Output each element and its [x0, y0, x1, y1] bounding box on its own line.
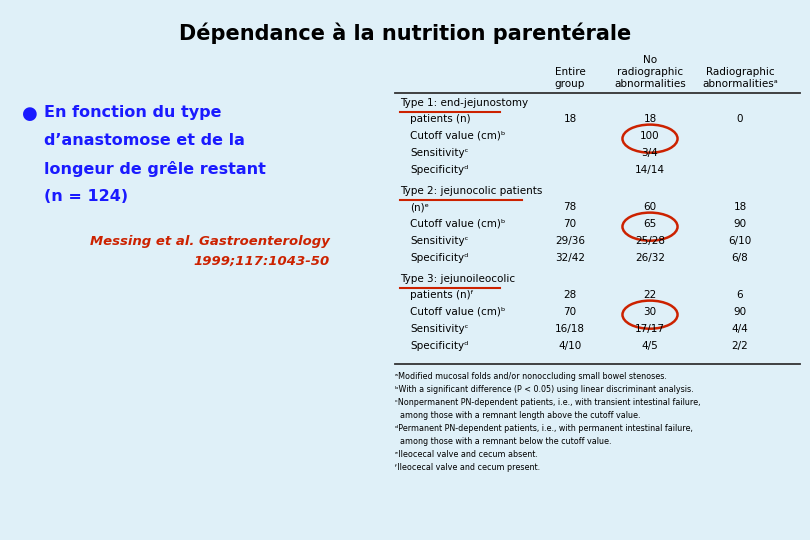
Text: 18: 18 [733, 202, 747, 212]
Text: (n)ᵉ: (n)ᵉ [410, 202, 429, 212]
Text: Type 2: jejunocolic patients: Type 2: jejunocolic patients [400, 186, 543, 196]
Text: 1999;117:1043-50: 1999;117:1043-50 [194, 255, 330, 268]
Text: 17/17: 17/17 [635, 324, 665, 334]
Text: patients (n): patients (n) [410, 114, 471, 124]
Text: 6/10: 6/10 [728, 236, 752, 246]
Text: 14/14: 14/14 [635, 165, 665, 175]
Text: Sensitivityᶜ: Sensitivityᶜ [410, 148, 468, 158]
Text: Entire
group: Entire group [555, 67, 586, 89]
Text: among those with a remnant length above the cutoff value.: among those with a remnant length above … [395, 411, 641, 420]
Text: ᵃModified mucosal folds and/or nonoccluding small bowel stenoses.: ᵃModified mucosal folds and/or nonocclud… [395, 372, 667, 381]
Text: ᶠIleocecal valve and cecum present.: ᶠIleocecal valve and cecum present. [395, 463, 540, 472]
Text: 60: 60 [643, 202, 657, 212]
Text: longeur de grêle restant: longeur de grêle restant [44, 161, 266, 177]
Text: 28: 28 [564, 290, 577, 300]
Text: 18: 18 [564, 114, 577, 124]
Text: 30: 30 [643, 307, 657, 317]
Text: ᵇWith a significant difference (P < 0.05) using linear discriminant analysis.: ᵇWith a significant difference (P < 0.05… [395, 385, 693, 394]
Text: patients (n)ᶠ: patients (n)ᶠ [410, 290, 474, 300]
Text: Type 3: jejunoileocolic: Type 3: jejunoileocolic [400, 274, 515, 284]
Text: 6: 6 [736, 290, 744, 300]
Text: Specificityᵈ: Specificityᵈ [410, 165, 468, 175]
Text: ᵉIleocecal valve and cecum absent.: ᵉIleocecal valve and cecum absent. [395, 450, 538, 459]
Text: 26/32: 26/32 [635, 253, 665, 263]
Text: Sensitivityᶜ: Sensitivityᶜ [410, 236, 468, 246]
Text: ᵈPermanent PN-dependent patients, i.e., with permanent intestinal failure,: ᵈPermanent PN-dependent patients, i.e., … [395, 424, 693, 433]
Text: Sensitivityᶜ: Sensitivityᶜ [410, 324, 468, 334]
Text: 25/28: 25/28 [635, 236, 665, 246]
Text: En fonction du type: En fonction du type [44, 105, 221, 120]
Text: 4/10: 4/10 [558, 341, 582, 351]
Text: ᶜNonpermanent PN-dependent patients, i.e., with transient intestinal failure,: ᶜNonpermanent PN-dependent patients, i.e… [395, 398, 701, 407]
Text: 22: 22 [643, 290, 657, 300]
Text: 29/36: 29/36 [555, 236, 585, 246]
Text: Specificityᵈ: Specificityᵈ [410, 341, 468, 351]
Text: Type 1: end-jejunostomy: Type 1: end-jejunostomy [400, 98, 528, 108]
Text: 90: 90 [733, 307, 747, 317]
Text: Specificityᵈ: Specificityᵈ [410, 253, 468, 263]
Text: radiographic
abnormalities: radiographic abnormalities [614, 67, 686, 89]
Text: 70: 70 [564, 219, 577, 229]
Text: 32/42: 32/42 [555, 253, 585, 263]
Text: ●: ● [22, 105, 38, 123]
Text: 100: 100 [640, 131, 660, 141]
Text: Radiographic
abnormalitiesᵃ: Radiographic abnormalitiesᵃ [702, 67, 778, 89]
Text: 65: 65 [643, 219, 657, 229]
Text: 90: 90 [733, 219, 747, 229]
Text: Messing et al. Gastroenterology: Messing et al. Gastroenterology [90, 235, 330, 248]
Text: 6/8: 6/8 [731, 253, 748, 263]
Text: Cutoff value (cm)ᵇ: Cutoff value (cm)ᵇ [410, 219, 505, 229]
Text: Cutoff value (cm)ᵇ: Cutoff value (cm)ᵇ [410, 131, 505, 141]
Text: 16/18: 16/18 [555, 324, 585, 334]
Text: d’anastomose et de la: d’anastomose et de la [44, 133, 245, 148]
Text: 2/2: 2/2 [731, 341, 748, 351]
Text: 18: 18 [643, 114, 657, 124]
Text: 70: 70 [564, 307, 577, 317]
Text: (n = 124): (n = 124) [44, 189, 128, 204]
Text: Dépendance à la nutrition parentérale: Dépendance à la nutrition parentérale [179, 22, 631, 44]
Text: 78: 78 [564, 202, 577, 212]
Text: Cutoff value (cm)ᵇ: Cutoff value (cm)ᵇ [410, 307, 505, 317]
Text: 3/4: 3/4 [642, 148, 659, 158]
Text: among those with a remnant below the cutoff value.: among those with a remnant below the cut… [395, 437, 612, 446]
Text: 0: 0 [737, 114, 744, 124]
Text: 4/5: 4/5 [642, 341, 659, 351]
Text: No: No [643, 55, 657, 65]
Text: 4/4: 4/4 [731, 324, 748, 334]
